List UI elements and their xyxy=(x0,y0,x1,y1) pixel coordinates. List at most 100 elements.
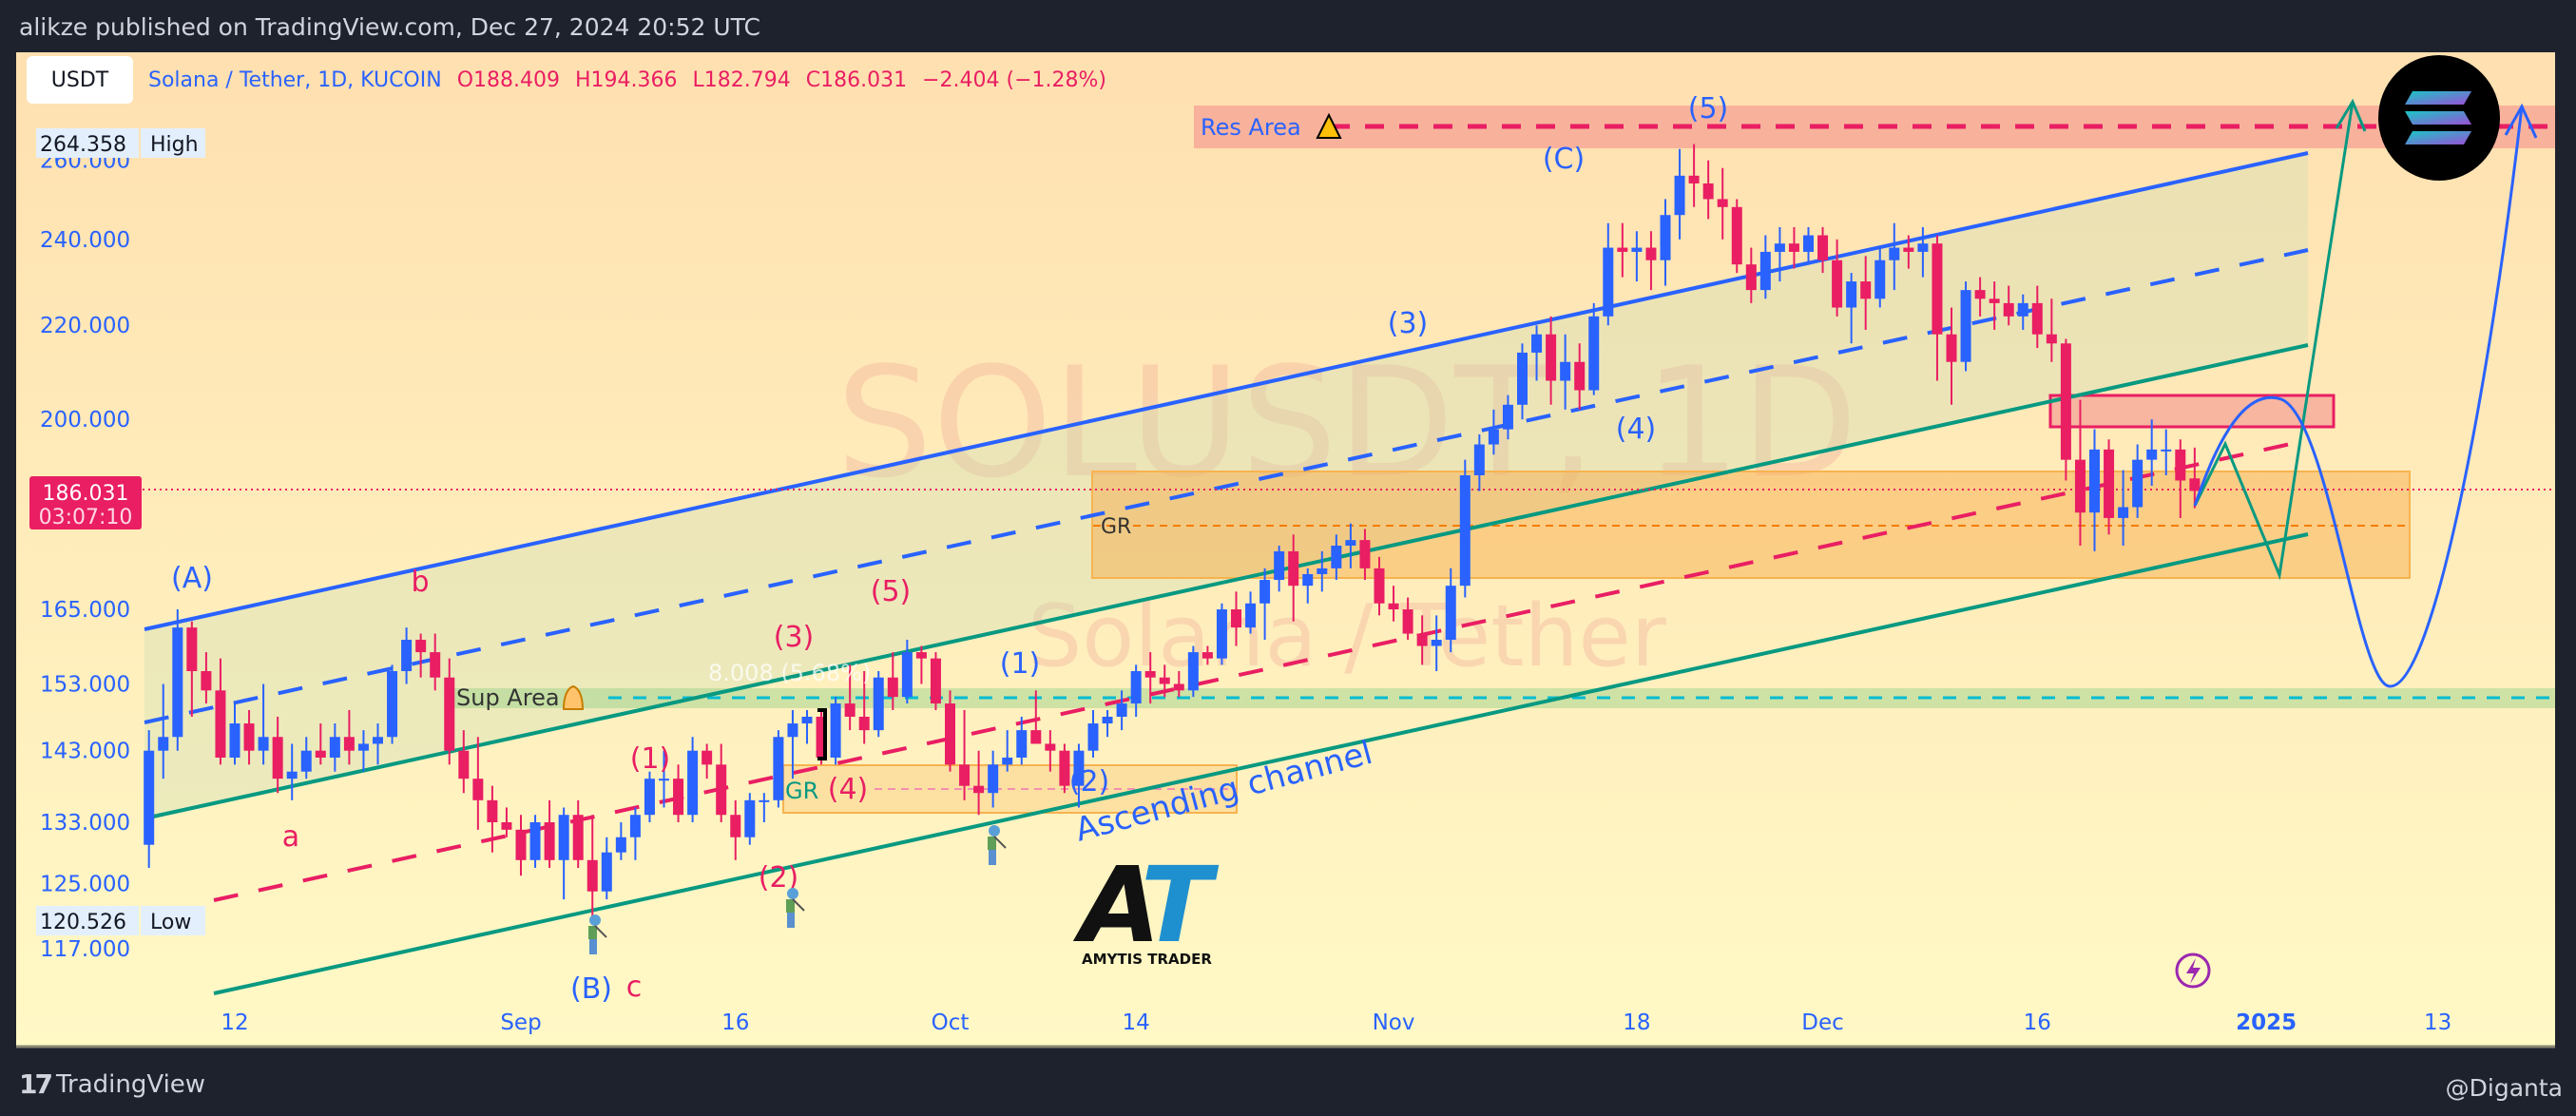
candle-body xyxy=(258,737,269,751)
candle xyxy=(1717,167,1728,240)
candle-body xyxy=(801,716,813,724)
candle-body xyxy=(1002,757,1013,765)
candle-body xyxy=(1946,334,1957,362)
candle xyxy=(930,652,941,711)
price-tick-label: 133.000 xyxy=(40,811,130,836)
channel-green-line[interactable] xyxy=(144,343,2309,820)
projection-blue-path[interactable] xyxy=(2193,106,2524,688)
candle-body xyxy=(1445,586,1456,641)
candle-body xyxy=(144,750,155,845)
projection-green-arrow-icon xyxy=(2335,98,2367,132)
candle xyxy=(901,640,913,704)
candle-body xyxy=(1345,540,1356,547)
candle xyxy=(1431,615,1442,671)
candle xyxy=(1588,302,1600,395)
candle-body xyxy=(1874,260,1886,299)
candle-body xyxy=(472,779,484,800)
candle-body xyxy=(1288,550,1299,587)
candle-body xyxy=(1917,243,1929,252)
candle-body xyxy=(2175,449,2186,481)
candle xyxy=(1459,459,1471,598)
currency-button[interactable]: USDT xyxy=(27,56,133,104)
candle xyxy=(1045,730,1056,772)
candle xyxy=(501,807,512,837)
candle xyxy=(687,737,699,822)
candle xyxy=(2104,439,2115,535)
candle xyxy=(2074,399,2086,547)
candle-body xyxy=(1502,404,1513,430)
candle xyxy=(629,807,641,860)
candle xyxy=(1603,222,1614,326)
candle-body xyxy=(1159,677,1170,684)
candle xyxy=(1030,690,1042,744)
candle-body xyxy=(1073,750,1085,786)
candle xyxy=(415,633,427,678)
ohlc-low: L182.794 xyxy=(692,67,791,92)
bell-icon xyxy=(562,684,585,710)
candle-body xyxy=(930,658,941,704)
wave-label-red-4: (4) xyxy=(828,773,869,806)
tradingview-logo[interactable]: 17 TradingView xyxy=(19,1068,205,1100)
channel-upper-line[interactable] xyxy=(144,151,2309,631)
candle-body xyxy=(2089,449,2100,513)
candle xyxy=(1144,652,1156,704)
candle xyxy=(1674,148,1685,240)
candle xyxy=(1860,256,1872,330)
candle xyxy=(1660,199,1671,286)
channel-mid-line[interactable] xyxy=(144,248,2309,724)
candle-body xyxy=(1817,235,1829,260)
candle xyxy=(716,743,727,822)
channel-red-dashed-line[interactable] xyxy=(213,438,2309,902)
time-axis[interactable]: 12 Sep 16 Oct 14 Nov 18 Dec 16 2025 13 xyxy=(221,1010,2451,1035)
target-box[interactable] xyxy=(2048,394,2336,429)
candle-body xyxy=(430,652,441,678)
author-handle[interactable]: @Diganta xyxy=(2445,1074,2563,1102)
candle-body xyxy=(1431,640,1442,646)
candle-body xyxy=(1631,247,1643,252)
candle xyxy=(759,793,770,822)
projection-green-path[interactable] xyxy=(2193,101,2355,581)
candle-body xyxy=(1302,573,1314,587)
candle-body xyxy=(586,859,598,892)
candle xyxy=(1116,690,1127,731)
candle xyxy=(1231,591,1241,646)
candle xyxy=(1259,568,1271,641)
symbol-name[interactable]: Solana / Tether, 1D, KUCOIN xyxy=(148,67,442,92)
candle-body xyxy=(1274,550,1285,581)
candle xyxy=(487,785,498,853)
wave-label-blue-4: (4) xyxy=(1616,413,1657,446)
high-label: High xyxy=(150,133,199,157)
candle xyxy=(2031,285,2043,349)
wave-label-A: (A) xyxy=(171,562,213,595)
candle-body xyxy=(1030,730,1042,744)
last-price-tag xyxy=(29,476,142,529)
candle xyxy=(1745,247,1757,303)
candle xyxy=(357,730,369,772)
candle xyxy=(1274,546,1285,592)
tradingview-icon: 17 xyxy=(19,1068,53,1100)
candle xyxy=(915,645,927,684)
candle xyxy=(615,821,626,860)
candle-body xyxy=(558,815,569,860)
candle-body xyxy=(1359,540,1371,568)
price-axis[interactable]: 260.000240.000220.000200.000165.000153.0… xyxy=(40,149,130,962)
candle-body xyxy=(243,723,255,751)
projection-blue-arrow-icon xyxy=(2504,103,2538,139)
wave-label-red-1: (1) xyxy=(630,742,671,776)
candle-body xyxy=(2060,343,2071,460)
candle xyxy=(558,807,569,900)
low-label: Low xyxy=(150,911,191,934)
candle-body xyxy=(830,703,841,758)
channel-lower-line[interactable] xyxy=(213,532,2309,995)
candle-body xyxy=(1860,281,1872,299)
candle xyxy=(2089,429,2100,551)
lightning-icon[interactable] xyxy=(2175,952,2211,989)
tradingview-brand: TradingView xyxy=(55,1069,206,1099)
price-tick-label: 165.000 xyxy=(40,598,130,623)
candle-body xyxy=(1903,247,1914,252)
candle xyxy=(1416,615,1428,665)
candle-body xyxy=(1130,670,1142,704)
candle-body xyxy=(787,723,798,738)
candle-body xyxy=(629,815,641,837)
